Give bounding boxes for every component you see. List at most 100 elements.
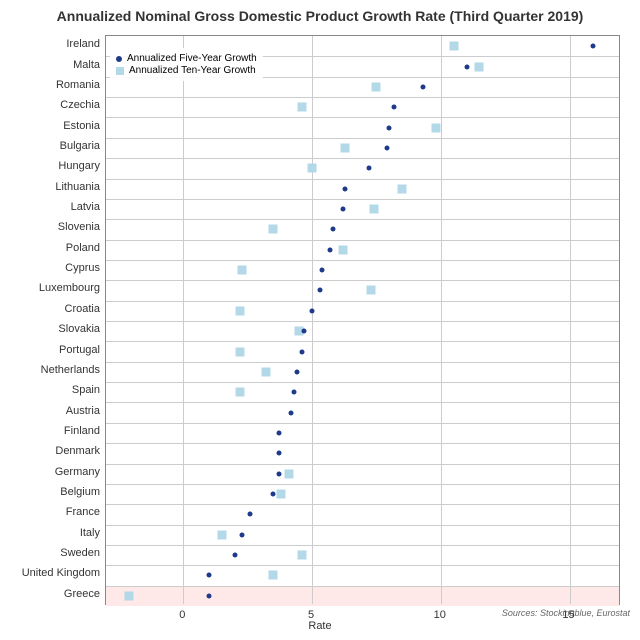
five-year-marker — [317, 288, 322, 293]
grid-line-v — [183, 36, 184, 604]
square-icon — [116, 67, 124, 75]
five-year-marker — [302, 329, 307, 334]
grid-line-h — [106, 382, 619, 383]
ten-year-marker — [338, 245, 347, 254]
y-tick-label: Estonia — [0, 120, 100, 132]
y-tick-label: Netherlands — [0, 364, 100, 376]
grid-line-h — [106, 402, 619, 403]
y-tick-label: Austria — [0, 405, 100, 417]
five-year-marker — [420, 84, 425, 89]
legend-label-five: Annualized Five-Year Growth — [127, 53, 257, 64]
grid-line-h — [106, 97, 619, 98]
y-tick-label: Latvia — [0, 201, 100, 213]
x-tick-label: 15 — [554, 609, 584, 621]
five-year-marker — [464, 64, 469, 69]
grid-line-v — [441, 36, 442, 604]
y-tick-label: Italy — [0, 527, 100, 539]
legend-label-ten: Annualized Ten-Year Growth — [129, 65, 256, 76]
x-tick-label: 0 — [167, 609, 197, 621]
grid-line-h — [106, 362, 619, 363]
ten-year-marker — [431, 123, 440, 132]
y-tick-label: Greece — [0, 588, 100, 600]
ten-year-marker — [269, 225, 278, 234]
y-tick-label: France — [0, 506, 100, 518]
y-tick-label: Denmark — [0, 445, 100, 457]
legend-item-five: Annualized Five-Year Growth — [116, 53, 257, 64]
y-tick-label: Spain — [0, 384, 100, 396]
y-tick-label: Croatia — [0, 303, 100, 315]
ten-year-marker — [341, 143, 350, 152]
five-year-marker — [320, 268, 325, 273]
y-tick-label: Belgium — [0, 486, 100, 498]
legend: Annualized Five-Year Growth Annualized T… — [110, 48, 263, 81]
grid-line-h — [106, 219, 619, 220]
ten-year-marker — [308, 164, 317, 173]
plot-area — [105, 35, 620, 605]
y-tick-label: United Kingdom — [0, 567, 100, 579]
five-year-marker — [343, 186, 348, 191]
five-year-marker — [240, 532, 245, 537]
ten-year-marker — [475, 62, 484, 71]
five-year-marker — [232, 553, 237, 558]
five-year-marker — [328, 247, 333, 252]
grid-line-h — [106, 525, 619, 526]
y-tick-label: Lithuania — [0, 181, 100, 193]
five-year-marker — [590, 44, 595, 49]
ten-year-marker — [369, 205, 378, 214]
ten-year-marker — [297, 103, 306, 112]
grid-line-h — [106, 443, 619, 444]
ten-year-marker — [238, 266, 247, 275]
grid-line-h — [106, 280, 619, 281]
ten-year-marker — [284, 469, 293, 478]
grid-line-h — [106, 423, 619, 424]
grid-line-h — [106, 301, 619, 302]
grid-line-h — [106, 464, 619, 465]
y-tick-label: Malta — [0, 59, 100, 71]
ten-year-marker — [235, 306, 244, 315]
ten-year-marker — [217, 530, 226, 539]
y-tick-label: Poland — [0, 242, 100, 254]
ten-year-marker — [261, 367, 270, 376]
x-tick-label: 10 — [425, 609, 455, 621]
five-year-marker — [310, 308, 315, 313]
five-year-marker — [366, 166, 371, 171]
ten-year-marker — [367, 286, 376, 295]
diamond-icon — [116, 56, 122, 62]
five-year-marker — [330, 227, 335, 232]
five-year-marker — [299, 349, 304, 354]
grid-line-h — [106, 260, 619, 261]
five-year-marker — [384, 145, 389, 150]
y-tick-label: Slovenia — [0, 221, 100, 233]
ten-year-marker — [449, 42, 458, 51]
y-tick-label: Hungary — [0, 160, 100, 172]
grid-line-v — [312, 36, 313, 604]
y-tick-label: Bulgaria — [0, 140, 100, 152]
y-tick-label: Luxembourg — [0, 282, 100, 294]
y-tick-label: Cyprus — [0, 262, 100, 274]
legend-item-ten: Annualized Ten-Year Growth — [116, 65, 257, 76]
grid-line-h — [106, 179, 619, 180]
grid-line-h — [106, 484, 619, 485]
five-year-marker — [291, 390, 296, 395]
ten-year-marker — [372, 82, 381, 91]
ten-year-marker — [235, 388, 244, 397]
five-year-marker — [248, 512, 253, 517]
five-year-marker — [387, 125, 392, 130]
grid-line-h — [106, 158, 619, 159]
chart-container: Annualized Nominal Gross Domestic Produc… — [0, 0, 640, 640]
y-tick-label: Ireland — [0, 38, 100, 50]
grid-line-h — [106, 504, 619, 505]
y-tick-label: Romania — [0, 79, 100, 91]
five-year-marker — [340, 207, 345, 212]
y-tick-label: Slovakia — [0, 323, 100, 335]
y-tick-label: Sweden — [0, 547, 100, 559]
grid-line-h — [106, 565, 619, 566]
x-tick-label: 5 — [296, 609, 326, 621]
grid-line-h — [106, 341, 619, 342]
five-year-marker — [392, 105, 397, 110]
five-year-marker — [271, 492, 276, 497]
ten-year-marker — [398, 184, 407, 193]
grid-line-h — [106, 117, 619, 118]
grid-line-h — [106, 240, 619, 241]
five-year-marker — [289, 410, 294, 415]
